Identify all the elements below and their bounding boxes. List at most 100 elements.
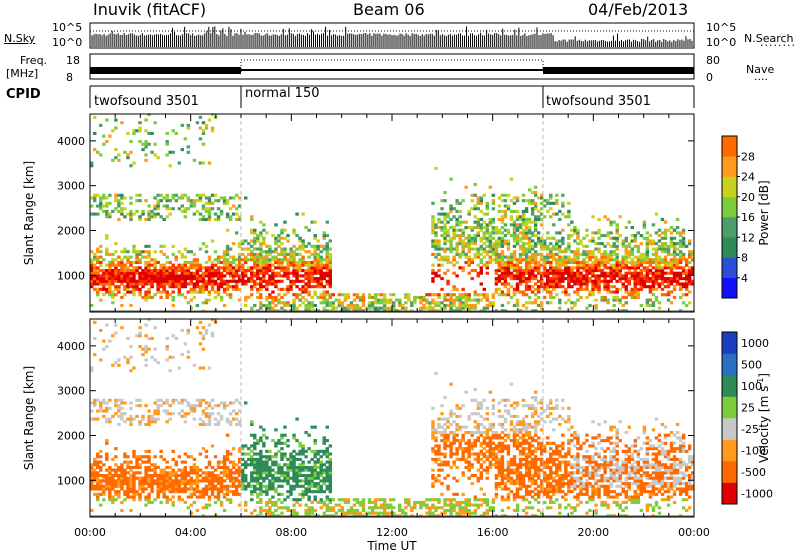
power-cell <box>195 290 200 294</box>
power-cell <box>144 244 148 248</box>
velocity-cell <box>144 363 148 367</box>
power-cell <box>627 266 631 270</box>
power-cell <box>672 274 677 278</box>
power-cell <box>105 139 109 144</box>
velocity-cell <box>207 498 212 502</box>
power-cell <box>585 263 589 267</box>
power-cell <box>431 277 435 281</box>
velocity-cell <box>195 465 200 470</box>
power-cell <box>307 250 311 254</box>
power-cell <box>687 268 692 273</box>
power-cell <box>207 161 212 165</box>
power-cell <box>316 279 320 283</box>
power-cell <box>93 148 97 152</box>
velocity-cell <box>138 326 142 330</box>
velocity-cell <box>216 422 221 427</box>
velocity-cell <box>93 492 97 496</box>
velocity-cell <box>114 401 118 405</box>
power-cell <box>183 215 188 219</box>
power-cell <box>500 290 505 294</box>
velocity-cell <box>325 468 329 472</box>
power-cell <box>250 250 254 254</box>
velocity-cell <box>147 492 151 496</box>
power-cell <box>543 295 547 299</box>
power-cell <box>108 274 112 278</box>
power-cell <box>527 260 532 265</box>
power-cell <box>237 215 242 219</box>
velocity-cell <box>310 449 314 453</box>
velocity-cell <box>99 358 103 362</box>
power-cell <box>503 266 508 270</box>
power-cell <box>606 274 610 278</box>
velocity-cell <box>237 503 242 507</box>
power-cell <box>543 282 547 286</box>
velocity-cell <box>147 465 151 470</box>
power-cell <box>521 268 526 273</box>
velocity-cell <box>325 498 329 502</box>
velocity-cell <box>126 476 130 480</box>
power-cell <box>485 250 490 254</box>
power-cell <box>244 260 248 265</box>
power-cell <box>657 263 662 267</box>
power-cell <box>250 231 254 235</box>
power-cell <box>582 277 586 281</box>
velocity-cell <box>189 511 194 515</box>
velocity-cell <box>304 503 308 507</box>
power-cell <box>352 303 357 308</box>
power-cell <box>349 303 354 308</box>
power-cell <box>135 260 139 265</box>
velocity-cell <box>147 455 151 459</box>
power-cell <box>546 209 550 213</box>
velocity-cell <box>307 490 311 494</box>
velocity-cell <box>228 473 233 478</box>
power-cell <box>515 268 520 273</box>
velocity-cell <box>162 468 166 472</box>
velocity-cell <box>129 417 133 421</box>
power-cell <box>455 228 459 232</box>
power-cell <box>681 228 686 232</box>
power-cell <box>204 260 209 265</box>
power-cell <box>201 266 206 270</box>
velocity-cell <box>213 473 218 478</box>
power-cell <box>555 252 559 256</box>
power-cell <box>271 282 275 286</box>
power-cell <box>636 295 641 299</box>
power-cell <box>177 290 181 294</box>
velocity-cell <box>114 331 118 335</box>
power-cell <box>615 268 619 273</box>
velocity-cell <box>153 347 157 351</box>
power-cell <box>192 282 197 286</box>
power-cell <box>310 244 314 248</box>
power-cell <box>539 255 544 259</box>
power-cell <box>657 228 662 232</box>
velocity-cell <box>168 412 172 416</box>
power-cell <box>313 271 317 275</box>
power-cell <box>141 212 145 216</box>
power-cell <box>470 228 474 232</box>
velocity-cell <box>244 463 248 467</box>
velocity-cell <box>198 398 203 402</box>
power-cell <box>582 274 586 278</box>
power-cell <box>162 252 166 256</box>
power-cell <box>488 217 493 222</box>
power-cell <box>138 282 142 286</box>
power-cell <box>485 266 490 270</box>
velocity-cell <box>319 487 323 491</box>
power-cell <box>186 282 191 286</box>
power-cell <box>458 252 462 256</box>
power-cell <box>687 279 692 283</box>
power-cell <box>216 285 221 289</box>
power-cell <box>201 207 206 211</box>
power-cell <box>99 282 103 286</box>
power-cell <box>603 252 607 256</box>
velocity-cell <box>316 449 320 453</box>
power-cell <box>630 258 634 262</box>
power-cell <box>579 266 583 270</box>
power-cell <box>295 252 299 256</box>
power-cell <box>521 293 526 297</box>
power-cell <box>244 282 248 286</box>
power-cell <box>328 239 332 243</box>
power-cell <box>533 207 538 211</box>
power-cell <box>539 279 544 283</box>
velocity-cell <box>126 492 130 496</box>
